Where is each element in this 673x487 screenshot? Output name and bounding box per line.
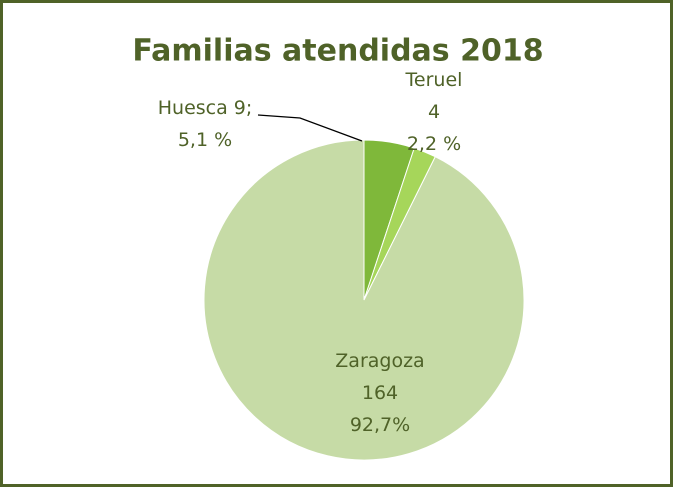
label-line: 92,7% <box>350 414 410 436</box>
label-part: 2,2 % <box>407 133 461 155</box>
pie <box>203 139 525 461</box>
label-part: Zaragoza <box>335 350 424 372</box>
data-label: Huesca 9; 5,1 % <box>158 97 253 151</box>
pie-slice <box>203 139 525 461</box>
label-part: Huesca <box>158 97 228 119</box>
label-part: Teruel <box>405 69 463 91</box>
label-line: 2,2 % <box>407 133 461 155</box>
label-line: 4 <box>428 101 440 123</box>
label-line: Zaragoza <box>335 350 424 372</box>
label-part: 5,1 % <box>178 129 232 151</box>
label-part: 4 <box>428 101 440 123</box>
label-line: Teruel <box>405 69 463 91</box>
data-label: Zaragoza 164 92,7% <box>335 350 424 436</box>
data-label: Teruel 4 2,2 % <box>405 69 463 155</box>
label-line: 5,1 % <box>178 129 232 151</box>
label-line: 164 <box>362 382 398 404</box>
leader-line <box>257 114 363 142</box>
label-part: 164 <box>362 382 398 404</box>
label-part: 92,7% <box>350 414 410 436</box>
chart-title: Familias atendidas 2018 <box>132 34 543 69</box>
label-line: Huesca 9; <box>158 97 253 119</box>
label-part: 9; <box>234 97 253 119</box>
